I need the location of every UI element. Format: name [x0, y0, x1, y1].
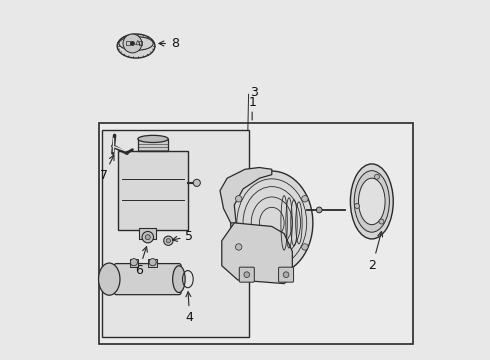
- Circle shape: [164, 236, 173, 246]
- Circle shape: [302, 195, 308, 202]
- Text: 2: 2: [368, 231, 383, 271]
- Circle shape: [236, 244, 242, 250]
- Circle shape: [146, 235, 150, 240]
- Text: 1: 1: [248, 95, 256, 109]
- Circle shape: [149, 258, 156, 266]
- Text: 8: 8: [159, 37, 179, 50]
- Text: 6: 6: [135, 247, 147, 277]
- Bar: [98, 123, 413, 344]
- Circle shape: [193, 179, 200, 186]
- FancyBboxPatch shape: [118, 152, 188, 230]
- Bar: [139, 41, 143, 45]
- Circle shape: [130, 41, 135, 45]
- Polygon shape: [220, 167, 272, 223]
- Circle shape: [236, 195, 242, 202]
- Ellipse shape: [119, 37, 153, 50]
- Circle shape: [302, 244, 308, 250]
- Circle shape: [379, 219, 384, 224]
- Bar: [138, 139, 168, 152]
- Polygon shape: [222, 223, 293, 284]
- Ellipse shape: [231, 171, 313, 275]
- Bar: [148, 259, 157, 267]
- FancyBboxPatch shape: [114, 264, 181, 295]
- Bar: [102, 130, 248, 337]
- Circle shape: [130, 258, 138, 266]
- Ellipse shape: [354, 171, 390, 232]
- Circle shape: [374, 174, 379, 179]
- Bar: [126, 41, 130, 45]
- Ellipse shape: [98, 263, 120, 295]
- Text: 7: 7: [100, 155, 114, 182]
- Text: 3: 3: [250, 86, 258, 99]
- Ellipse shape: [117, 34, 155, 58]
- Ellipse shape: [172, 266, 185, 293]
- Bar: [130, 259, 138, 267]
- Circle shape: [166, 239, 171, 243]
- Bar: [139, 228, 156, 239]
- Ellipse shape: [350, 164, 393, 239]
- Circle shape: [142, 231, 153, 243]
- Circle shape: [355, 203, 360, 208]
- Ellipse shape: [359, 178, 385, 225]
- Circle shape: [283, 272, 289, 278]
- Circle shape: [244, 272, 249, 278]
- Circle shape: [123, 34, 142, 53]
- Text: 4: 4: [186, 292, 194, 324]
- FancyBboxPatch shape: [239, 267, 254, 282]
- Ellipse shape: [138, 135, 168, 143]
- Circle shape: [317, 207, 322, 213]
- Text: 5: 5: [172, 230, 194, 243]
- FancyBboxPatch shape: [279, 267, 294, 282]
